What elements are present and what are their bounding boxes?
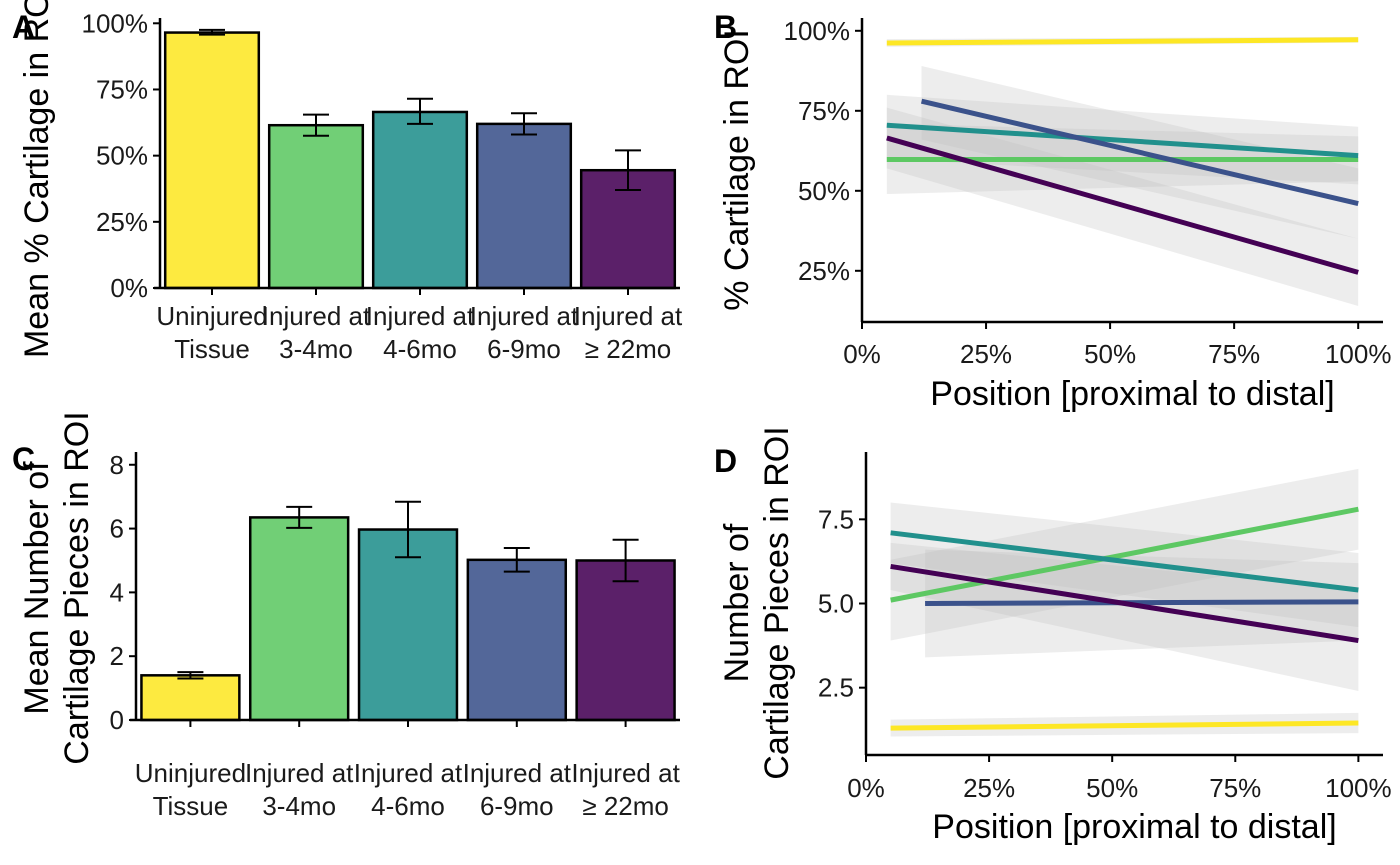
x-tick-label-B-1: 25%: [960, 339, 1012, 369]
error-bar-A-0: [199, 28, 225, 36]
trend-line-B-2: [886, 122, 1359, 159]
y-tick-label-C-0: 0: [110, 705, 124, 735]
category-label-A-1-line1: Injured at: [262, 301, 371, 331]
y-tick-label-D-2: 7.5: [818, 504, 854, 534]
x-tick-label-D-1: 25%: [963, 773, 1015, 803]
x-tick-label-B-0: 0%: [843, 339, 881, 369]
category-label-C-2-line2: 4-6mo: [371, 791, 445, 821]
panel-tag-C: C: [12, 441, 35, 477]
x-tick-label-B-2: 50%: [1084, 339, 1136, 369]
y-tick-label-C-1: 2: [110, 641, 124, 671]
category-label-C-1-line2: 3-4mo: [262, 791, 336, 821]
error-bar-C-3: [503, 547, 530, 573]
error-bar-A-4: [615, 149, 641, 192]
trend-line-D-2: [890, 530, 1359, 593]
y-axis-title-D-line1: Number of: [718, 523, 756, 682]
bar-C-0: [140, 674, 241, 722]
category-label-C-0-line1: Uninjured: [135, 758, 246, 788]
category-label-C-3-line2: 6-9mo: [480, 791, 554, 821]
bar-C-4: [575, 559, 676, 722]
panel-tag-D: D: [714, 443, 737, 479]
y-axis-title-C-line2: Cartilage Pieces in ROI: [58, 411, 96, 764]
y-tick-label-A-2: 50%: [96, 141, 148, 171]
x-tick-label-D-3: 75%: [1209, 773, 1261, 803]
error-bar-C-1: [286, 505, 313, 529]
bar-C-1: [248, 516, 350, 722]
bar-A-0: [163, 31, 261, 290]
trend-line-D-0: [890, 720, 1359, 731]
y-tick-label-A-3: 75%: [96, 74, 148, 104]
y-tick-label-D-1: 5.0: [818, 589, 854, 619]
category-label-A-3-line1: Injured at: [470, 301, 579, 331]
category-label-C-3-line1: Injured at: [463, 758, 572, 788]
error-bar-A-1: [303, 113, 329, 137]
y-tick-label-A-0: 0%: [110, 273, 148, 303]
trend-line-B-3: [920, 98, 1359, 207]
x-axis-title-D: Position [proximal to distal]: [932, 808, 1336, 846]
confidence-band-D-2: [890, 502, 1359, 628]
bar-A-1: [267, 123, 365, 290]
y-tick-label-B-3: 100%: [784, 16, 851, 46]
trend-line-B-0: [886, 37, 1359, 46]
category-label-A-4-line1: Injured at: [574, 301, 683, 331]
trend-line-B-4: [886, 135, 1359, 275]
category-label-C-0-line2: Tissue: [153, 791, 229, 821]
category-label-C-4-line1: Injured at: [571, 758, 680, 788]
panel-tag-A: A: [12, 9, 35, 45]
category-label-A-4-line2: ≥ 22mo: [585, 334, 672, 364]
category-label-C-4-line2: ≥ 22mo: [582, 791, 669, 821]
category-label-A-3-line2: 6-9mo: [487, 334, 561, 364]
y-tick-label-A-4: 100%: [82, 8, 149, 38]
y-tick-label-D-0: 2.5: [818, 673, 854, 703]
bar-A-2: [371, 110, 469, 290]
category-label-A-0-line2: Tissue: [174, 334, 250, 364]
category-label-C-1-line1: Injured at: [245, 758, 354, 788]
category-label-C-2-line1: Injured at: [354, 758, 463, 788]
error-bar-C-0: [177, 671, 204, 680]
error-bar-C-2: [395, 500, 421, 559]
x-tick-label-D-2: 50%: [1086, 773, 1138, 803]
bar-C-3: [466, 558, 568, 722]
panel-tag-B: B: [714, 9, 737, 45]
y-tick-label-C-4: 8: [110, 450, 124, 480]
x-tick-label-B-4: 100%: [1325, 339, 1392, 369]
x-tick-label-D-0: 0%: [847, 773, 885, 803]
y-axis-title-C-line1: Mean Number of: [18, 461, 56, 715]
y-tick-label-A-1: 25%: [96, 207, 148, 237]
error-bar-A-3: [511, 112, 537, 136]
y-tick-label-B-1: 50%: [798, 176, 850, 206]
x-axis-title-B: Position [proximal to distal]: [930, 375, 1334, 413]
trend-line-D-3: [925, 599, 1359, 606]
y-axis-title-B: % Cartilage in ROI: [718, 29, 756, 311]
bar-A-3: [475, 122, 573, 290]
category-label-A-2-line1: Injured at: [366, 301, 475, 331]
y-axis-title-D-line2: Cartilage Pieces in ROI: [758, 426, 796, 779]
error-bar-A-2: [407, 97, 433, 125]
trend-line-D-4: [890, 563, 1359, 644]
x-tick-label-D-4: 100%: [1325, 773, 1392, 803]
trend-line-D-1: [890, 506, 1359, 603]
y-tick-label-C-2: 4: [110, 577, 124, 607]
category-label-A-0-line1: Uninjured: [156, 301, 267, 331]
error-bar-C-4: [612, 538, 639, 583]
y-tick-label-B-0: 25%: [798, 256, 850, 286]
y-tick-label-C-3: 6: [110, 514, 124, 544]
category-label-A-1-line2: 3-4mo: [279, 334, 353, 364]
y-tick-label-B-2: 75%: [798, 96, 850, 126]
category-label-A-2-line2: 4-6mo: [383, 334, 457, 364]
x-tick-label-B-3: 75%: [1208, 339, 1260, 369]
y-axis-title-A: Mean % Cartilage in ROI: [18, 0, 56, 358]
